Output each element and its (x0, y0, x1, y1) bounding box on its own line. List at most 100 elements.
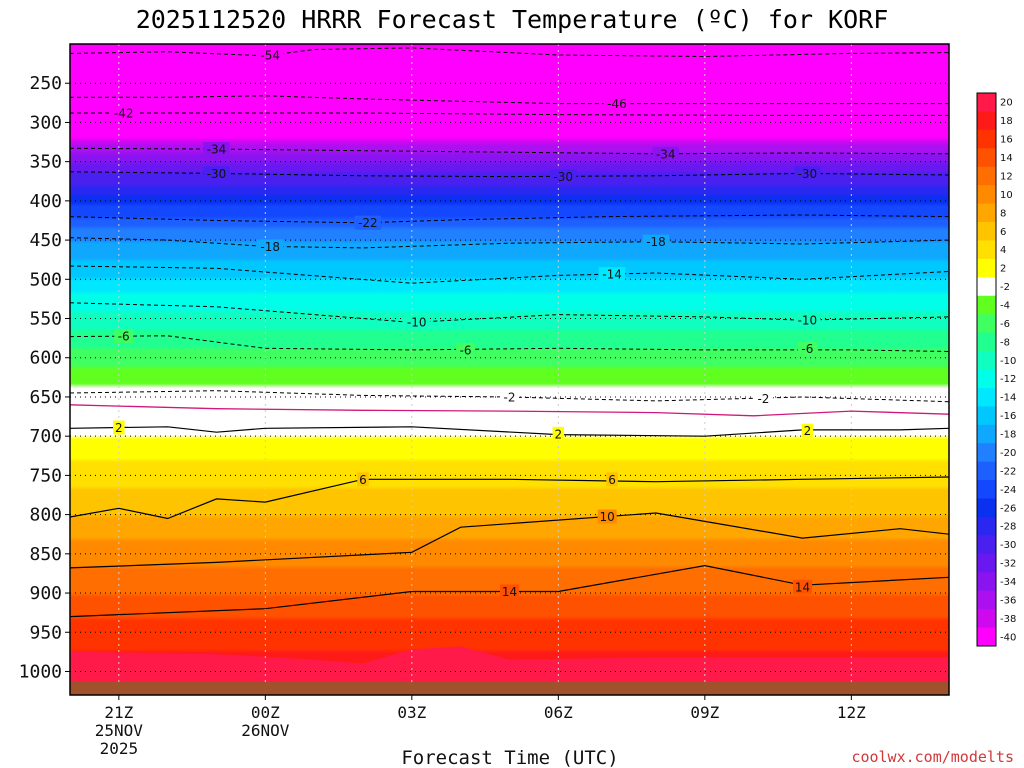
x-tick-label: 26NOV (241, 721, 290, 740)
colorbar-tick-label: -24 (1000, 485, 1016, 496)
isotherm-label: -2 (504, 390, 516, 404)
isotherm-label-bg (203, 166, 230, 181)
isotherm-label-bg (113, 420, 125, 435)
colorbar-cell (977, 424, 996, 444)
colorbar-cell (977, 369, 996, 389)
isotherm-label: -46 (607, 97, 627, 111)
isotherm--18 (70, 237, 949, 249)
y-tick-label: 800 (29, 505, 62, 526)
isotherm-label: -22 (358, 216, 378, 230)
isotherm-label: 14 (795, 580, 810, 594)
colorbar-tick-label: -16 (1000, 411, 1016, 422)
pressure-axis: 250 300 350 400 450 500 550 600 650 700 750 800 850 9… (19, 73, 70, 682)
isotherm-2 (70, 426, 949, 437)
isotherm-label-bg (500, 389, 519, 404)
x-tick-label: 12Z (837, 703, 866, 722)
y-tick-label: 550 (29, 309, 62, 330)
isotherm-lines (70, 47, 949, 618)
isotherm-label-bg (203, 142, 230, 157)
y-tick-label: 850 (29, 544, 62, 565)
colorbar-tick-label: -10 (1000, 356, 1016, 367)
colorbar-cell (977, 148, 996, 168)
x-tick-label: 2025 (100, 739, 139, 758)
isotherm-label-bg (549, 169, 577, 184)
isotherm-label-bg (794, 166, 821, 181)
colorbar-tick-label: -32 (1000, 559, 1016, 570)
colorbar-legend: 20 18 16 14 12 10 8 6 4 2 -2 -4 -6 -8 -10 -12 -14 -16 -18 -… (976, 92, 1016, 647)
credit-link[interactable]: coolwx.com/modelts (851, 748, 1014, 766)
isotherm-label: 6 (359, 473, 367, 487)
isotherm-label-bg (456, 342, 476, 357)
colorbar-cell (977, 553, 996, 573)
colorbar-tick-label: -38 (1000, 614, 1016, 625)
colorbar-cell (977, 203, 996, 223)
colorbar-tick-label: -34 (1000, 577, 1016, 588)
isotherm-label: 10 (600, 510, 615, 524)
x-tick-label: 25NOV (95, 721, 144, 740)
isotherm-label: 2 (804, 424, 812, 438)
isotherm-label-bg (598, 267, 626, 282)
isotherm--6 (70, 335, 949, 352)
colorbar-cell (977, 627, 996, 647)
y-tick-label: 400 (29, 191, 62, 212)
y-tick-label: 500 (29, 269, 62, 290)
x-tick-label: 00Z (251, 703, 280, 722)
isotherm-labels: -54-46-42-34 -34-30 -30 -30-22-18 -18-14-10-… (110, 48, 821, 599)
colorbar-tick-label: 14 (1000, 153, 1013, 164)
isotherm-label: -54 (260, 49, 280, 63)
colorbar-tick-label: -6 (1000, 319, 1010, 330)
colorbar-cell (977, 240, 996, 260)
time-gridlines (118, 44, 852, 695)
isotherm-label: -18 (260, 240, 280, 254)
colorbar-cell (977, 166, 996, 186)
colorbar-tick-label: 2 (1000, 264, 1006, 275)
colorbar-tick-label: -20 (1000, 448, 1016, 459)
colorbar-cell (977, 443, 996, 463)
isotherm-label-bg (652, 146, 680, 161)
isotherm-label: -6 (118, 330, 130, 344)
colorbar-tick-label: 18 (1000, 116, 1013, 127)
isotherm-label-bg (357, 472, 369, 487)
colorbar-tick-label: -26 (1000, 503, 1016, 514)
colorbar-cell (977, 535, 996, 555)
isotherm-6 (70, 476, 949, 520)
isotherm-label: -30 (798, 167, 818, 181)
colorbar-tick-label: -28 (1000, 522, 1016, 533)
y-tick-label: 1000 (19, 661, 62, 682)
colorbar-cell (977, 498, 996, 518)
y-tick-label: 450 (29, 230, 62, 251)
colorbar-tick-label: -22 (1000, 466, 1016, 477)
isotherm-label: -34 (656, 147, 676, 161)
colorbar-tick-label: -40 (1000, 632, 1016, 643)
colorbar-tick-label: -36 (1000, 595, 1016, 606)
colorbar-cell (977, 406, 996, 426)
isotherm-label: -42 (114, 107, 134, 121)
isotherm-label: -30 (553, 170, 573, 184)
isotherm-label: -10 (407, 316, 427, 330)
colorbar-cell (977, 129, 996, 149)
y-tick-label: 300 (29, 112, 62, 133)
colorbar-tick-label: -14 (1000, 393, 1016, 404)
x-axis-label: Forecast Time (UTC) (401, 747, 618, 768)
ground-surface (70, 682, 949, 695)
colorbar-tick-label: -8 (1000, 337, 1010, 348)
isotherm-label-bg (606, 472, 618, 487)
colorbar-cell (977, 258, 996, 278)
plot-frame (69, 43, 950, 696)
isotherm-label: 6 (608, 473, 616, 487)
y-tick-label: 750 (29, 465, 62, 486)
isotherm-10 (70, 512, 949, 569)
y-tick-label: 650 (29, 387, 62, 408)
colorbar-cell (977, 111, 996, 131)
colorbar-cell (977, 351, 996, 370)
x-tick-label: 03Z (397, 703, 426, 722)
isotherm-0 (70, 404, 949, 417)
isotherm-label-bg (354, 215, 382, 230)
colorbar-cell (977, 314, 996, 334)
isotherm-label-bg (114, 329, 134, 344)
colorbar-tick-label: -4 (1000, 300, 1010, 311)
x-tick-label: 21Z (104, 703, 133, 722)
isotherm-label: -14 (602, 268, 622, 282)
isotherm-label: -6 (460, 343, 472, 357)
